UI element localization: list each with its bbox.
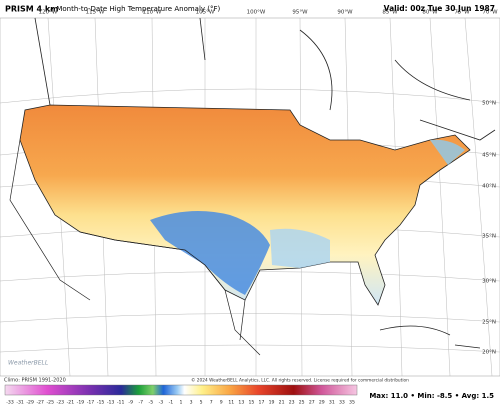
caribbean <box>379 325 481 349</box>
lat-label: 45°N <box>482 153 496 159</box>
colorbar-label: -25 <box>46 400 54 406</box>
lat-label: 40°N <box>482 184 496 190</box>
colorbar-label: -9 <box>128 400 133 406</box>
colorbar-label: 13 <box>238 400 244 406</box>
lat-label: 20°N <box>482 350 496 356</box>
lat-label: 30°N <box>482 279 496 285</box>
colorbar-label: -1 <box>169 400 174 406</box>
gulf-cool-anomaly <box>270 228 330 268</box>
lat-label: 50°N <box>482 101 496 107</box>
logo: WeatherBELL <box>8 360 48 367</box>
colorbar-label: 35 <box>349 400 355 406</box>
copyright: © 2024 WeatherBELL Analytics, LLC. All r… <box>191 377 409 384</box>
lon-labels: 120°W 115°W 110°W 105°W 100°W 95°W 90°W 85°W 80°… <box>39 10 498 16</box>
lon-label: 75°W <box>454 10 470 16</box>
colorbar-label: 19 <box>269 400 275 406</box>
colorbar-label: -31 <box>16 400 24 406</box>
texas-cold-anomaly <box>150 211 270 295</box>
lon-label: 110°W <box>143 10 162 16</box>
colorbar-label: -21 <box>67 400 75 406</box>
product: PRISM 4 km <box>5 5 59 14</box>
stats: Max: 11.0 • Min: -8.5 • Avg: 1.5 <box>369 392 494 400</box>
colorbar-label: -13 <box>107 400 115 406</box>
colorbar-label: 15 <box>248 400 254 406</box>
colorbar-labels: -33 -31 -29 -27 -25 -23 -21 -19 -17 -15 -13 -11 -9 -7… <box>6 400 355 406</box>
lon-label: 90°W <box>337 10 353 16</box>
lon-label: 120°W <box>39 10 58 16</box>
colorbar-label: -7 <box>138 400 143 406</box>
lat-label: 35°N <box>482 234 496 240</box>
colorbar-label: 23 <box>289 400 295 406</box>
lon-label: 70°W <box>482 10 498 16</box>
colorbar-label: -29 <box>26 400 34 406</box>
colorbar-label: 25 <box>299 400 305 406</box>
colorbar-label: 27 <box>309 400 315 406</box>
lon-label: 80°W <box>422 10 438 16</box>
colorbar-label: -33 <box>6 400 14 406</box>
colorbar-label: -3 <box>159 400 164 406</box>
colorbar-label: -27 <box>36 400 44 406</box>
lat-labels: 50°N 45°N 40°N 35°N 30°N 25°N 20°N <box>482 101 496 356</box>
climo: Climo: PRISM 1991-2020 <box>4 378 66 384</box>
canada-lines <box>34 17 496 141</box>
lat-label: 25°N <box>482 320 496 326</box>
lon-label: 85°W <box>382 10 398 16</box>
colorbar-label: 7 <box>210 400 213 406</box>
colorbar-label: 31 <box>329 400 335 406</box>
lon-label: 115°W <box>86 10 105 16</box>
colorbar-label: -5 <box>149 400 154 406</box>
colorbar-label: 3 <box>190 400 193 406</box>
valid-time: Valid: 00z Tue 30 Jun 1987 <box>384 4 495 13</box>
lon-label: 100°W <box>247 10 266 16</box>
lon-label: 105°W <box>196 10 215 16</box>
colorbar-label: 29 <box>319 400 325 406</box>
lon-label: 95°W <box>292 10 308 16</box>
colorbar-label: 33 <box>339 400 345 406</box>
colorbar-label: 9 <box>220 400 223 406</box>
colorbar-label: 5 <box>200 400 203 406</box>
colorbar <box>4 384 358 396</box>
colorbar-label: -11 <box>117 400 125 406</box>
colorbar-label: 1 <box>180 400 183 406</box>
ne-cool-anomaly <box>430 139 465 165</box>
colorbar-label: -15 <box>97 400 105 406</box>
colorbar-label: 21 <box>279 400 285 406</box>
colorbar-label: 17 <box>259 400 265 406</box>
colorbar-label: -19 <box>77 400 85 406</box>
colorbar-label: 11 <box>228 400 234 406</box>
colorbar-label: -17 <box>87 400 95 406</box>
colorbar-label: -23 <box>57 400 65 406</box>
header-bar <box>0 0 500 18</box>
mexico-coast <box>9 139 261 356</box>
title: • Month-to-Date High Temperature Anomaly… <box>50 5 221 13</box>
